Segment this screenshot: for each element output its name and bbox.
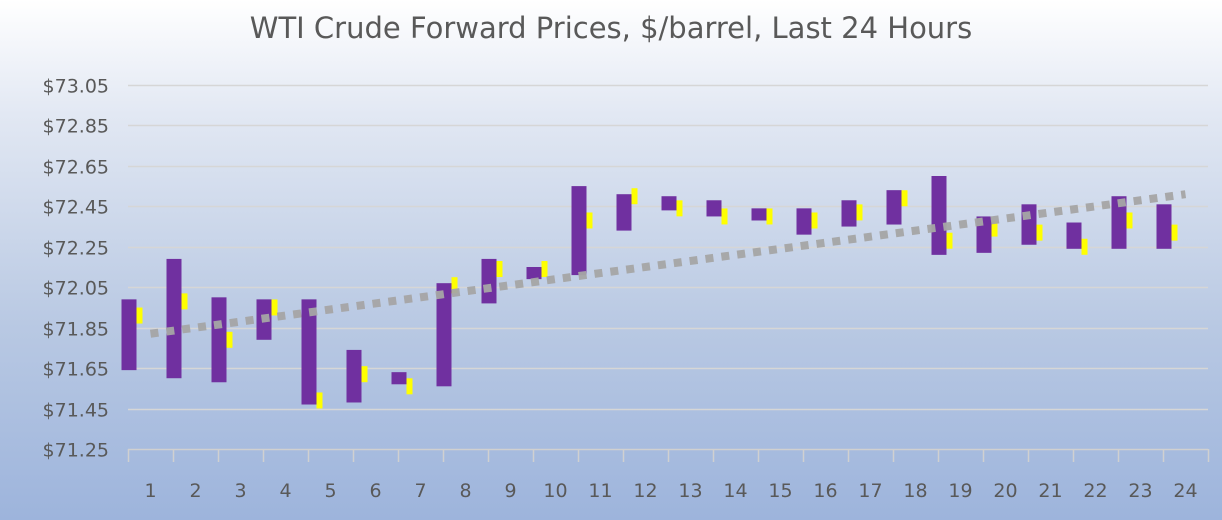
close-marker xyxy=(721,208,728,225)
range-bar xyxy=(1066,222,1082,249)
close-marker xyxy=(766,208,773,225)
range-bar xyxy=(481,258,497,304)
range-bar xyxy=(751,208,767,221)
y-tick-label: $72.45 xyxy=(43,197,109,219)
gridlines xyxy=(128,84,1208,411)
x-tick-label: 22 xyxy=(1083,480,1107,502)
range-bar xyxy=(1111,196,1127,249)
y-tick-label: $72.25 xyxy=(43,238,109,260)
close-marker xyxy=(1171,224,1178,241)
close-marker xyxy=(946,232,953,249)
x-tick-label: 1 xyxy=(144,480,156,502)
range-bar xyxy=(841,200,857,227)
close-marker xyxy=(316,392,323,409)
range-bar xyxy=(886,190,902,225)
x-tick-label: 2 xyxy=(189,480,201,502)
y-tick-label: $71.65 xyxy=(43,359,109,381)
close-marker xyxy=(181,293,188,310)
close-marker xyxy=(406,378,413,395)
x-tick-label: 9 xyxy=(504,480,516,502)
y-tick-label: $72.65 xyxy=(43,157,109,179)
x-tick-label: 5 xyxy=(324,480,336,502)
close-marker xyxy=(676,200,683,217)
trendline-group xyxy=(149,190,1187,338)
close-marks xyxy=(136,188,1178,409)
x-tick-label: 21 xyxy=(1038,480,1062,502)
close-marker xyxy=(361,366,368,383)
x-tick-label: 7 xyxy=(414,480,426,502)
x-axis-labels: 1 2 3 4 5 6 7 8 9 10 11 12 13 14 15 16 17 18 19 20 21 22 23 24 xyxy=(144,480,1197,502)
y-tick-label: $72.85 xyxy=(43,116,109,138)
y-tick-label: $71.85 xyxy=(43,319,109,341)
close-marker xyxy=(1126,212,1133,229)
range-bar xyxy=(526,267,542,280)
close-marker xyxy=(631,188,638,205)
range-bar xyxy=(301,299,317,405)
range-bar xyxy=(616,194,632,231)
x-tick-label: 4 xyxy=(279,480,291,502)
x-tick-label: 20 xyxy=(993,480,1017,502)
close-marker xyxy=(496,261,503,278)
close-marker xyxy=(541,261,548,278)
close-marker xyxy=(136,307,143,324)
range-bar xyxy=(931,176,947,255)
x-tick-label: 3 xyxy=(234,480,246,502)
close-marker xyxy=(856,204,863,221)
range-bar xyxy=(166,258,182,379)
range-bars xyxy=(121,176,1172,405)
x-tick-label: 19 xyxy=(948,480,972,502)
range-bar xyxy=(121,299,137,371)
x-tick-label: 16 xyxy=(813,480,837,502)
x-tick-label: 8 xyxy=(459,480,471,502)
x-tick-label: 15 xyxy=(768,480,792,502)
y-tick-label: $71.25 xyxy=(43,440,109,462)
range-bar xyxy=(661,196,677,211)
x-tick-label: 24 xyxy=(1173,480,1197,502)
x-tick-label: 23 xyxy=(1128,480,1152,502)
range-bar xyxy=(796,208,812,235)
close-marker xyxy=(901,190,908,207)
x-tick-label: 11 xyxy=(588,480,612,502)
y-axis-labels: $71.25 $71.45 $71.65 $71.85 $72.05 $72.25 $72.… xyxy=(43,76,109,462)
range-bar xyxy=(706,200,722,217)
trendline xyxy=(149,190,1187,338)
x-tick-label: 12 xyxy=(633,480,657,502)
range-bar xyxy=(346,349,362,403)
close-marker xyxy=(586,212,593,229)
close-marker xyxy=(1036,224,1043,241)
x-tick-label: 6 xyxy=(369,480,381,502)
range-bar xyxy=(1156,204,1172,249)
chart-title: WTI Crude Forward Prices, $/barrel, Last… xyxy=(250,11,972,45)
x-tick-label: 10 xyxy=(543,480,567,502)
x-tick-label: 17 xyxy=(858,480,882,502)
x-tick-label: 13 xyxy=(678,480,702,502)
range-bar xyxy=(571,186,587,276)
close-marker xyxy=(271,299,278,316)
close-marker xyxy=(991,220,998,237)
x-tick-label: 18 xyxy=(903,480,927,502)
y-tick-label: $73.05 xyxy=(43,76,109,98)
range-bar xyxy=(211,297,227,383)
range-bar xyxy=(391,372,407,385)
range-bar xyxy=(436,283,452,387)
y-tick-label: $71.45 xyxy=(43,400,109,422)
close-marker xyxy=(1081,238,1088,255)
range-bar xyxy=(1021,204,1037,245)
close-marker xyxy=(451,277,458,294)
x-axis xyxy=(127,448,1210,462)
x-tick-label: 14 xyxy=(723,480,747,502)
close-marker xyxy=(811,212,818,229)
close-marker xyxy=(226,331,233,348)
y-tick-label: $72.05 xyxy=(43,278,109,300)
